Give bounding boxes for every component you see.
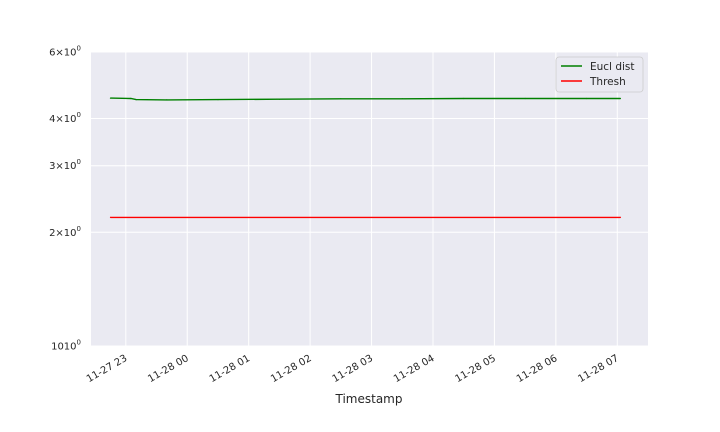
legend: Eucl dist Thresh [555,56,644,93]
x-tick-label: 11-28 06 [515,353,559,385]
x-tick-label: 11-28 05 [453,353,497,385]
data-point [401,98,403,100]
x-tick-label: 11-28 02 [269,353,313,385]
x-tick-label: 11-28 04 [392,353,436,385]
data-point [463,97,465,100]
data-point [340,98,342,100]
x-tick-label: 11-28 00 [146,353,190,385]
x-tick-label: 11-28 01 [208,353,252,385]
series-layer [109,97,622,219]
y-tick-label: 3×100 [49,158,81,172]
grid [91,51,648,347]
data-point [619,97,622,100]
x-tick-label: 11-28 07 [576,353,620,385]
x-tick-label: 11-27 23 [85,353,129,385]
legend-items: Eucl dist Thresh [561,61,635,88]
x-axis-title: Timestamp [335,392,403,406]
data-point [135,99,137,101]
x-tick-label: 11-28 03 [331,353,375,385]
y-tick-label: 4×100 [49,111,81,125]
data-point [217,99,219,101]
data-point [278,98,280,100]
y-tick-labels: 6×100 4×100 3×100 2×100 10100 [49,45,81,353]
x-tick-labels: 11-27 23 11-28 00 11-28 01 11-28 02 11-28 03… [85,353,621,385]
data-point [619,216,622,218]
data-point [130,97,132,100]
data-point [166,99,168,101]
data-point [524,97,526,100]
legend-label: Thresh [589,76,626,88]
y-tick-label: 2×100 [49,225,81,239]
plot-area [91,52,648,346]
data-point [109,216,112,218]
y-tick-label: 6×100 [49,45,81,59]
data-point [109,97,112,99]
y-tick-label: 10100 [51,339,81,353]
legend-label: Eucl dist [590,61,635,73]
data-point [586,97,588,100]
series-line-eucl-dist [110,97,621,101]
